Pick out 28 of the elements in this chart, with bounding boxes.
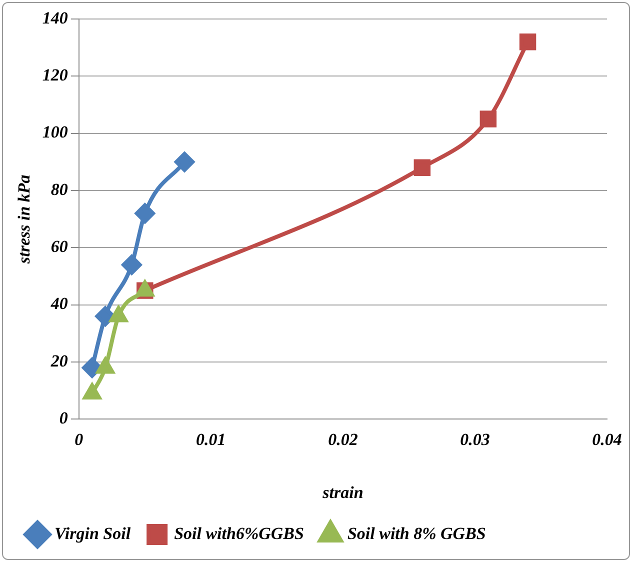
y-tick-label: 140 (42, 8, 68, 28)
y-tick-label: 60 (50, 237, 68, 256)
x-tick-label: 0.02 (328, 430, 358, 449)
point (96, 358, 114, 374)
point (519, 34, 536, 50)
y-axis-title: stress in kPa (14, 174, 34, 264)
point (480, 110, 497, 128)
x-tick-label: 0.03 (460, 430, 490, 449)
point (174, 152, 195, 172)
y-tick-label: 20 (50, 351, 68, 370)
point (95, 306, 116, 326)
point (134, 203, 155, 224)
legend-label: Virgin Soil (54, 524, 131, 543)
point (83, 383, 102, 400)
x-axis-title: strain (322, 483, 364, 502)
point (414, 159, 431, 176)
x-tick-label: 0.01 (196, 430, 226, 449)
y-tick-label: 40 (50, 294, 68, 314)
y-tick-label: 100 (42, 122, 68, 142)
y-tick-label: 120 (42, 66, 68, 85)
point (122, 254, 142, 275)
point (110, 306, 128, 322)
x-tick-label: 0.04 (592, 430, 622, 449)
legend-label: Soil with6%GGBS (174, 524, 304, 543)
x-tick-label: 0 (74, 430, 84, 449)
legend-label: Soil with 8% GGBS (347, 524, 486, 543)
y-tick-label: 0 (59, 408, 68, 428)
y-tick-label: 80 (50, 180, 68, 199)
